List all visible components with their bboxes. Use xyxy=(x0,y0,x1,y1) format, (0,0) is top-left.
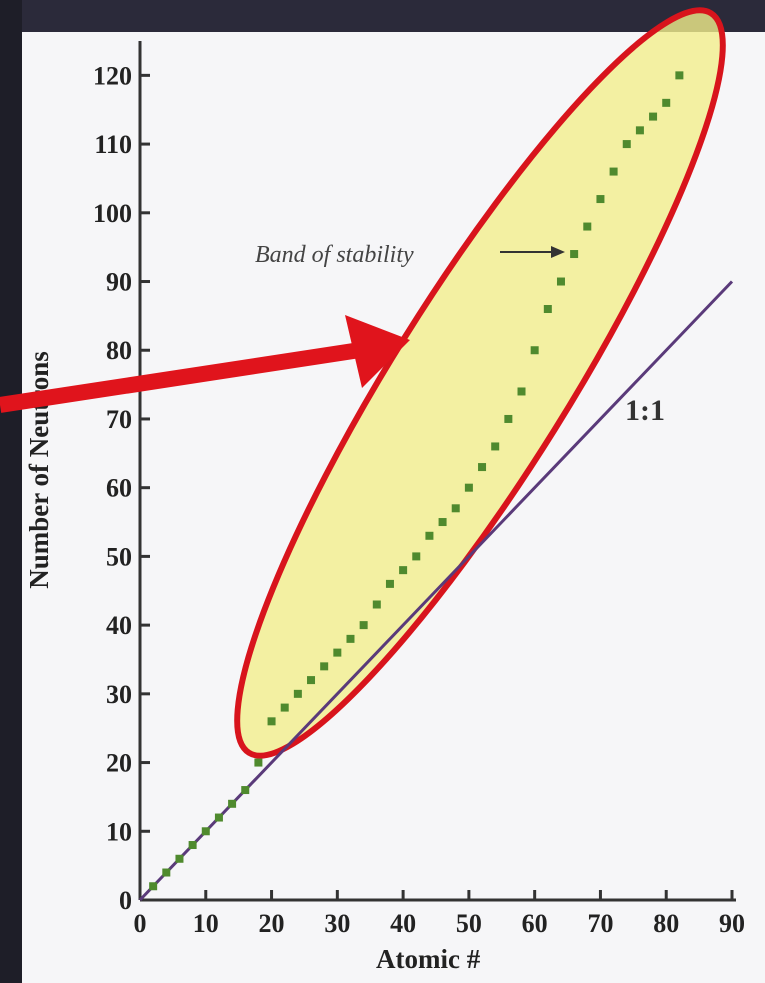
data-point xyxy=(662,98,671,107)
y-tick-label: 10 xyxy=(106,817,132,846)
data-point xyxy=(162,868,171,877)
data-point xyxy=(451,504,460,513)
y-tick-label: 50 xyxy=(106,542,132,571)
y-tick-label: 60 xyxy=(106,474,132,503)
data-point xyxy=(412,552,421,561)
data-point xyxy=(254,758,263,767)
x-tick-label: 60 xyxy=(522,909,548,938)
x-tick-label: 0 xyxy=(134,909,147,938)
data-point xyxy=(635,126,644,135)
data-point xyxy=(228,799,237,808)
x-tick-label: 30 xyxy=(324,909,350,938)
y-tick-label: 40 xyxy=(106,611,132,640)
data-point xyxy=(464,483,473,492)
pointer-arrow xyxy=(0,342,362,413)
data-point xyxy=(201,827,210,836)
y-axis-label: Number of Neutrons xyxy=(24,351,54,589)
x-tick-label: 90 xyxy=(719,909,745,938)
data-point xyxy=(149,882,158,891)
data-point xyxy=(175,854,184,863)
x-tick-label: 40 xyxy=(390,909,416,938)
x-axis-label: Atomic # xyxy=(376,944,481,974)
y-tick-label: 100 xyxy=(93,199,132,228)
data-point xyxy=(188,841,197,850)
y-tick-label: 120 xyxy=(93,61,132,90)
data-point xyxy=(596,195,605,204)
x-tick-label: 70 xyxy=(587,909,613,938)
data-point xyxy=(649,112,658,121)
top-photo-strip xyxy=(0,0,765,32)
data-point xyxy=(530,346,539,355)
y-tick-label: 70 xyxy=(106,405,132,434)
data-point xyxy=(491,442,500,451)
data-point xyxy=(214,813,223,822)
data-point xyxy=(320,662,329,671)
data-point xyxy=(359,621,368,630)
data-point xyxy=(517,387,526,396)
x-tick-label: 50 xyxy=(456,909,482,938)
data-point xyxy=(307,676,316,685)
y-tick-label: 0 xyxy=(119,886,132,915)
annotation-arrowhead xyxy=(551,246,565,258)
data-point xyxy=(570,250,579,259)
pointer-arrowhead xyxy=(345,315,410,388)
data-point xyxy=(622,140,631,149)
data-point xyxy=(385,579,394,588)
y-tick-label: 110 xyxy=(94,130,132,159)
y-tick-label: 80 xyxy=(106,336,132,365)
data-point xyxy=(267,717,276,726)
data-point xyxy=(504,414,513,423)
data-point xyxy=(556,277,565,286)
x-tick-label: 10 xyxy=(193,909,219,938)
data-point xyxy=(346,634,355,643)
x-tick-label: 20 xyxy=(259,909,285,938)
data-point xyxy=(609,167,618,176)
y-tick-label: 90 xyxy=(106,268,132,297)
data-point xyxy=(241,786,250,795)
data-point xyxy=(425,531,434,540)
data-point xyxy=(399,566,408,575)
annotation: Band of stability xyxy=(255,242,414,268)
data-point xyxy=(333,648,342,657)
data-point xyxy=(438,518,447,527)
y-tick-label: 30 xyxy=(106,680,132,709)
reference-line xyxy=(138,280,734,902)
reference-line-label: 1:1 xyxy=(625,394,665,427)
data-point xyxy=(293,689,302,698)
y-tick-label: 20 xyxy=(106,749,132,778)
left-photo-strip xyxy=(0,0,22,983)
data-point xyxy=(478,463,487,472)
data-point xyxy=(583,222,592,231)
data-point xyxy=(543,305,552,314)
x-tick-label: 80 xyxy=(653,909,679,938)
data-point xyxy=(675,71,684,80)
data-point xyxy=(372,600,381,609)
data-point xyxy=(280,703,289,712)
